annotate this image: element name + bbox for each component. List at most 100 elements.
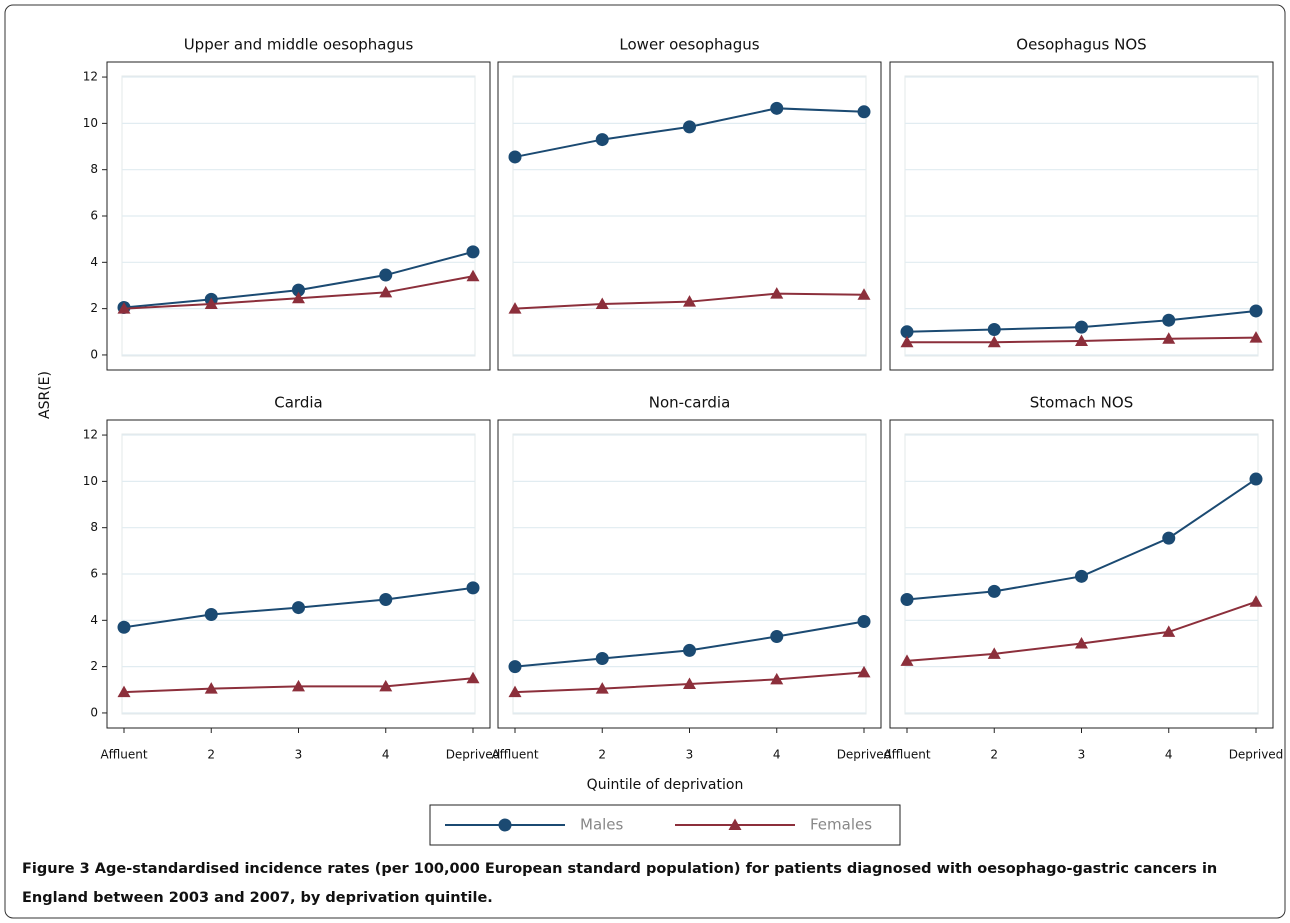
x-tick-label: Affluent: [491, 748, 538, 762]
x-tick-label: 2: [207, 748, 215, 762]
y-tick-label: 4: [90, 255, 98, 269]
point: [292, 601, 305, 615]
x-tick-label: Deprived: [837, 748, 892, 762]
caption-text: Age-standardised incidence rates (per 10…: [22, 861, 1218, 906]
x-axis-label: Quintile of deprivation: [587, 777, 744, 793]
legend-marker: [728, 818, 742, 830]
x-tick-label: 4: [773, 748, 781, 762]
point: [770, 630, 784, 644]
point: [379, 592, 393, 606]
point: [683, 677, 696, 689]
point: [466, 245, 480, 259]
point: [466, 269, 480, 282]
y-tick-label: 8: [90, 520, 98, 534]
legend-box: [429, 804, 901, 846]
point: [595, 297, 609, 309]
point: [900, 654, 914, 666]
y-tick-label: 0: [90, 705, 98, 719]
panel-title: Cardia: [274, 394, 322, 412]
point: [770, 101, 784, 115]
point: [1249, 331, 1263, 343]
x-tick-label: 4: [382, 748, 390, 762]
point: [595, 133, 609, 147]
point: [987, 647, 1001, 659]
x-tick-label: Deprived: [1229, 748, 1284, 762]
y-tick-label: 10: [83, 474, 98, 488]
point: [1162, 531, 1176, 545]
point: [1249, 472, 1263, 486]
point: [900, 592, 914, 606]
point: [857, 614, 871, 628]
y-axis-label: ASR(E): [37, 371, 53, 419]
legend-label: Females: [810, 816, 872, 834]
point: [1162, 332, 1176, 344]
point: [292, 291, 305, 304]
panel-title: Oesophagus NOS: [1016, 36, 1146, 54]
point: [595, 652, 609, 666]
point: [857, 288, 871, 300]
point: [466, 581, 480, 595]
point: [1249, 595, 1263, 607]
point: [1162, 625, 1176, 637]
point: [508, 685, 522, 698]
caption-label: Figure 3: [22, 861, 90, 877]
point: [379, 679, 393, 692]
point: [1075, 636, 1088, 649]
x-tick-label: 2: [990, 748, 998, 762]
point: [1075, 569, 1088, 583]
point: [204, 682, 218, 694]
point: [987, 335, 1001, 348]
point: [770, 672, 784, 685]
y-tick-label: 12: [83, 428, 98, 442]
x-tick-label: Deprived: [446, 748, 501, 762]
point: [683, 643, 696, 657]
point: [900, 325, 914, 339]
point: [204, 297, 218, 309]
point: [117, 302, 131, 314]
point: [1075, 334, 1088, 347]
point: [770, 287, 784, 299]
y-tick-label: 2: [90, 301, 98, 315]
point: [466, 671, 480, 684]
y-tick-label: 12: [83, 70, 98, 84]
y-tick-label: 6: [90, 209, 98, 223]
x-tick-label: 3: [295, 748, 303, 762]
x-tick-label: Affluent: [883, 748, 930, 762]
y-tick-label: 6: [90, 567, 98, 581]
legend-label: Males: [580, 816, 624, 834]
point: [987, 322, 1001, 336]
x-tick-label: 3: [686, 748, 694, 762]
point: [900, 335, 914, 348]
point: [379, 285, 393, 298]
point: [508, 150, 522, 164]
legend-marker: [498, 818, 512, 832]
point: [379, 268, 393, 282]
point: [508, 660, 522, 674]
y-tick-label: 10: [83, 116, 98, 130]
point: [204, 608, 218, 622]
point: [683, 295, 696, 307]
y-tick-label: 4: [90, 613, 98, 627]
panel-title: Stomach NOS: [1030, 394, 1133, 412]
point: [595, 682, 609, 694]
panel-title: Non-cardia: [649, 394, 731, 412]
point: [987, 584, 1001, 598]
point: [857, 105, 871, 119]
caption: Figure 3 Age-standardised incidence rate…: [22, 855, 1272, 913]
panel-title: Upper and middle oesophagus: [184, 36, 414, 54]
point: [1075, 320, 1088, 334]
y-tick-label: 0: [90, 347, 98, 361]
y-tick-label: 2: [90, 659, 98, 673]
point: [292, 283, 305, 297]
point: [683, 120, 696, 134]
point: [1249, 304, 1263, 318]
point: [857, 665, 871, 678]
frame: [4, 4, 1286, 919]
point: [117, 620, 131, 634]
point: [508, 302, 522, 314]
point: [292, 679, 305, 692]
x-tick-label: Affluent: [100, 748, 147, 762]
y-tick-label: 8: [90, 162, 98, 176]
